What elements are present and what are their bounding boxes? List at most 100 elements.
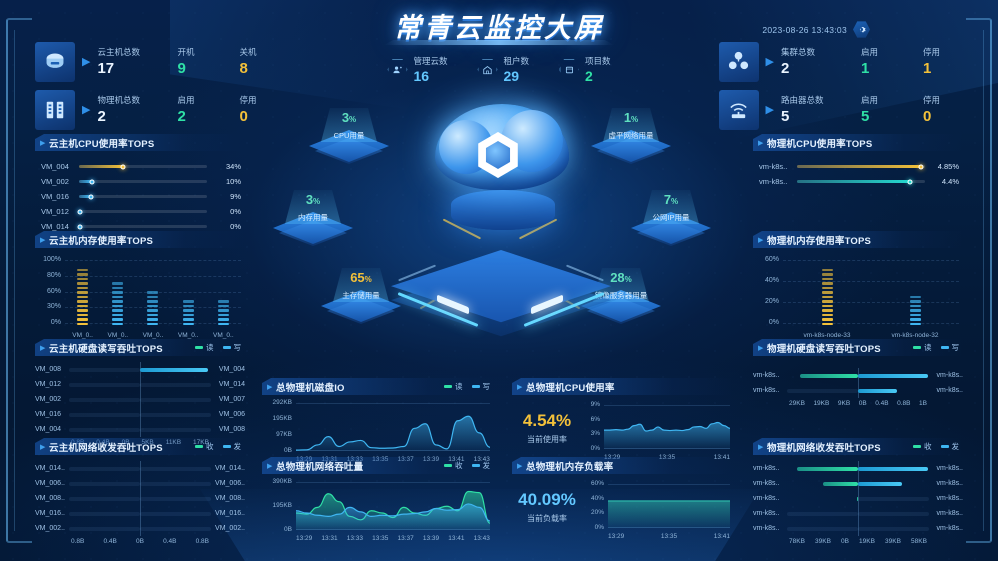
kpi-value: 2 xyxy=(177,108,186,125)
tile-virtual-network-usage[interactable]: 1% 虚平网络用量 xyxy=(583,108,679,164)
area-line xyxy=(296,503,490,522)
axis-tick-label: 58KB xyxy=(911,538,927,545)
grid-line xyxy=(65,275,241,277)
axis-tick-label: 0B xyxy=(858,400,867,407)
tile-memory-usage[interactable]: 3% 内存用量 xyxy=(265,190,361,246)
kpi-card-router[interactable]: ▶ 路由器总数 5 启用 5 停用 0 xyxy=(718,88,963,131)
bar-segment xyxy=(77,309,89,312)
kpi-value: 1 xyxy=(923,60,932,77)
bar-segment xyxy=(112,286,124,289)
expand-arrow-icon[interactable]: ▶ xyxy=(765,56,774,68)
progress-value: 10% xyxy=(225,177,241,186)
kpi-cell: 启用 2 xyxy=(177,94,239,125)
legend-swatch xyxy=(195,445,203,448)
axis-tick-label: 0.4B xyxy=(163,538,177,545)
bar-segment xyxy=(112,300,124,303)
triangle-icon: ▶ xyxy=(758,139,764,147)
panel-header: ▶ 总物理机磁盘IO 读 写 xyxy=(262,378,494,395)
progress-row: VM_004 34% xyxy=(41,159,241,174)
bidirectional-row: vm-k8s.. vm-k8s.. xyxy=(753,368,963,383)
progress-fill xyxy=(79,195,91,198)
tile-main-storage-usage[interactable]: 65% 主存储用量 xyxy=(313,268,409,324)
tile-cpu-usage[interactable]: 3% CPU用量 xyxy=(301,108,397,164)
memory-current-value: 40.09% xyxy=(518,490,576,509)
legend-swatch xyxy=(940,346,949,349)
panel-legend: 读 写 xyxy=(444,381,490,392)
progress-fill xyxy=(797,180,910,183)
kpi-cell: 路由器总数 5 xyxy=(781,94,861,125)
row-label-right: VM_007 xyxy=(218,396,245,403)
axis-tick-label: 0% xyxy=(594,524,604,531)
legend-item: 读 xyxy=(444,381,463,392)
chip-value: 16 xyxy=(413,68,430,84)
bar-write xyxy=(858,496,929,501)
kpi-cell: 停用 0 xyxy=(239,94,279,125)
bar-segment xyxy=(182,313,194,316)
row-label-right: VM_014.. xyxy=(215,465,245,472)
category-label: VM_0.. xyxy=(142,332,164,339)
bar-column xyxy=(821,268,833,325)
axis-tick-label: 0.4B xyxy=(103,538,117,545)
bar-segment xyxy=(182,318,194,321)
progress-knob xyxy=(89,179,95,184)
bar-segment xyxy=(112,318,124,321)
progress-row-label: VM_002 xyxy=(41,177,69,186)
row-bars xyxy=(787,476,929,491)
chip-tenants[interactable]: 租户数 29 xyxy=(477,55,529,84)
cloud-pedestal xyxy=(451,190,555,230)
tile-label: 镜像服务器用量 xyxy=(594,291,648,300)
bar-segment xyxy=(147,300,159,303)
kpi-label: 开机 xyxy=(177,47,195,57)
kpi-card-cloud-host[interactable]: ▶ 云主机总数 17 开机 9 关机 8 xyxy=(35,40,279,83)
area-fill xyxy=(296,416,490,451)
hex-settings-icon[interactable] xyxy=(853,21,870,38)
row-bars xyxy=(69,521,211,536)
grid-line xyxy=(65,260,241,261)
bar-write xyxy=(140,511,211,516)
bar-segment xyxy=(147,295,159,298)
bar-columns xyxy=(783,254,959,325)
progress-knob xyxy=(120,164,126,169)
category-label: vm-k8s-node-32 xyxy=(891,332,939,339)
bidirectional-row: vm-k8s.. vm-k8s.. xyxy=(753,521,963,536)
axis-tick-label: 97KB xyxy=(276,431,292,438)
category-label: VM_0.. xyxy=(177,332,199,339)
chip-projects[interactable]: 项目数 2 xyxy=(559,55,611,84)
panel-header: ▶ 总物理机CPU使用率 xyxy=(512,378,734,395)
progress-fill xyxy=(797,165,922,168)
tile-public-ip-usage[interactable]: 7% 公网IP用量 xyxy=(623,190,719,246)
clock-text: 2023-08-26 13:43:03 xyxy=(762,24,847,35)
chip-managed-clouds[interactable]: 管理云数 16 xyxy=(387,55,447,84)
axis-tick-label: 30% xyxy=(46,303,61,311)
kpi-cell: 启用 1 xyxy=(861,46,923,77)
expand-arrow-icon[interactable]: ▶ xyxy=(82,56,91,68)
axis-tick-label: 390KB xyxy=(272,478,292,485)
kpi-value: 0 xyxy=(923,108,932,125)
row-label-right: vm-k8s.. xyxy=(936,465,963,472)
kpi-value: 1 xyxy=(861,60,870,77)
chip-value: 2 xyxy=(585,68,593,84)
axis-tick-label: 195KB xyxy=(272,415,292,422)
legend-item: 写 xyxy=(222,342,241,353)
progress-row-label: VM_012 xyxy=(41,207,69,216)
router-wifi-icon xyxy=(718,89,759,130)
category-label: vm-k8s-node-33 xyxy=(803,332,851,339)
kpi-cell: 开机 9 xyxy=(177,46,239,77)
kpi-value: 5 xyxy=(781,108,790,125)
kpi-card-physical-host[interactable]: ▶ 物理机总数 2 启用 2 停用 0 xyxy=(35,88,279,131)
kpi-card-cluster[interactable]: ▶ 集群总数 2 启用 1 停用 1 xyxy=(718,40,963,83)
axis-tick-label: 40% xyxy=(590,494,604,502)
row-label-left: VM_004 xyxy=(35,426,62,433)
expand-arrow-icon[interactable]: ▶ xyxy=(765,104,774,116)
area-series xyxy=(296,415,490,451)
tile-value: 1% xyxy=(623,110,639,125)
grid-line xyxy=(783,260,959,261)
kpi-cells: 物理机总数 2 启用 2 停用 0 xyxy=(97,94,279,125)
bar-segment xyxy=(909,313,921,316)
axis-tick-label: 60% xyxy=(590,480,604,487)
panel-legend: 收 发 xyxy=(913,441,959,452)
box-hex-icon xyxy=(559,58,580,81)
expand-arrow-icon[interactable]: ▶ xyxy=(82,104,91,116)
triangle-icon: ▶ xyxy=(517,383,523,391)
bar-read xyxy=(69,382,140,387)
